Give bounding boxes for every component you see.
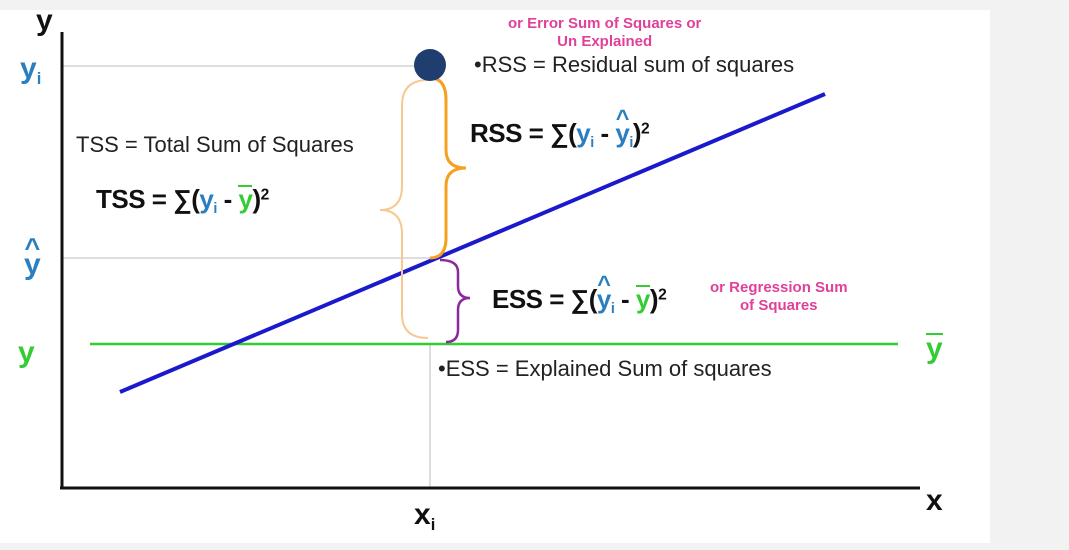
ess-brace: [439, 258, 471, 344]
regression-diagram: y x yi y y y xi or Error Sum of Squares …: [0, 6, 990, 543]
observed-point: [414, 49, 446, 81]
rss-brace: [429, 76, 467, 260]
regression-alias-note: or Regression Sum of Squares: [710, 279, 848, 314]
ybar-tick-label: y: [18, 336, 35, 369]
ess-formula: ESS = ∑(yi - y)2: [492, 273, 667, 316]
x-axis-label: x: [926, 484, 943, 517]
yhat-tick-label: y: [24, 235, 41, 280]
rss-formula: RSS = ∑(yi - yi)2: [470, 107, 650, 150]
tss-brace: [379, 79, 429, 339]
yi-tick-label: yi: [20, 52, 42, 88]
rss-definition: •RSS = Residual sum of squares: [474, 52, 795, 77]
tss-formula: TSS = ∑(yi - y)2: [96, 184, 269, 217]
ybar-right-label: y: [926, 332, 943, 365]
regression-line: [119, 92, 826, 394]
error-alias-note: or Error Sum of Squares or Un Explained: [508, 15, 702, 50]
ess-definition: •ESS = Explained Sum of squares: [438, 356, 772, 381]
diagram-graphics: [60, 32, 920, 490]
xi-tick-label: xi: [414, 498, 436, 534]
y-axis-label: y: [36, 4, 53, 37]
tss-definition: TSS = Total Sum of Squares: [76, 132, 354, 157]
